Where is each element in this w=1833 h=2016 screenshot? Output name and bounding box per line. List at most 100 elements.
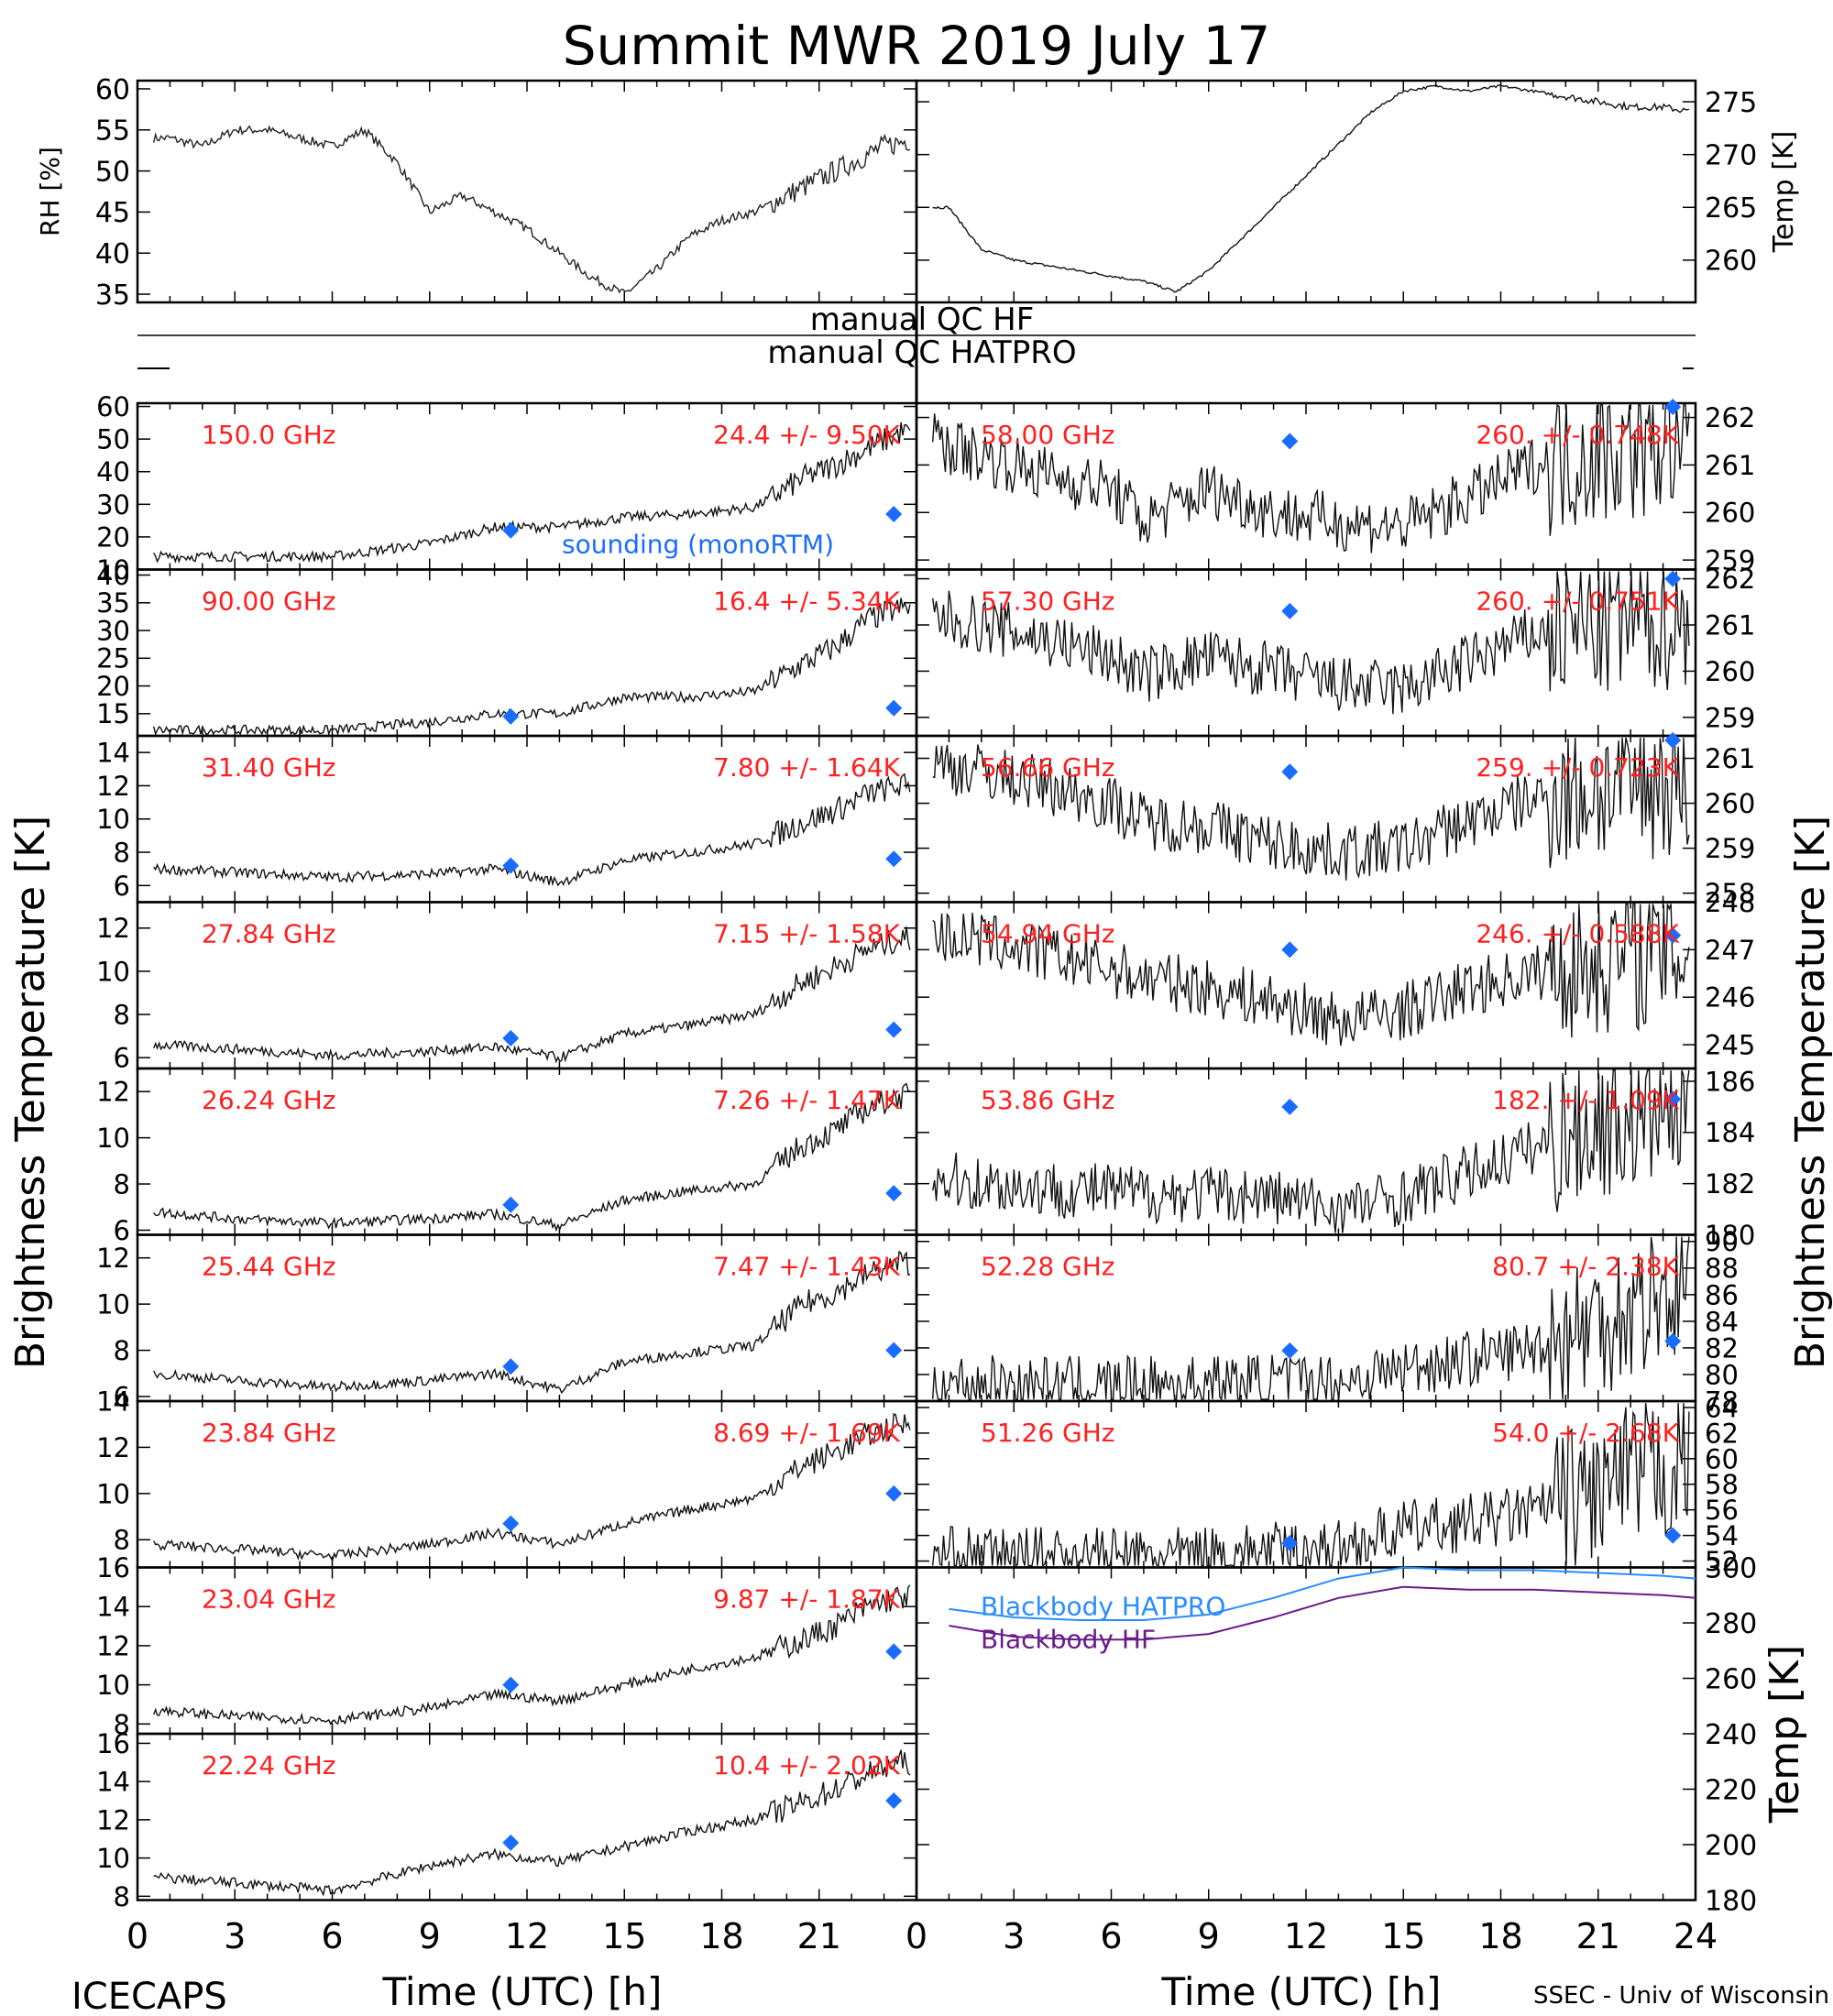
y-tick-label: 8 [114,837,130,868]
y-tick-label: 259 [1705,545,1755,576]
sounding-marker [885,699,903,717]
y-tick-label: 40 [95,238,130,270]
y-tick-label: 16 [96,1552,130,1583]
y-tick-label: 50 [95,156,130,188]
channel-trace [932,571,1690,715]
y-tick-label: 35 [96,587,130,619]
y-tick-label: 258 [1705,878,1755,909]
y-tick-label: 260 [1705,246,1757,278]
y-tick-label: 90 [1705,1226,1739,1257]
y-tick-label: 180 [1705,1220,1755,1251]
y-tick-label: 12 [96,1077,130,1108]
channel-frequency-label: 51.26 GHz [981,1418,1115,1448]
x-axis-label-left: Time (UTC) [h] [382,1969,663,2014]
y-tick-label: 14 [96,1592,130,1623]
y-tick-label: 14 [96,1767,130,1798]
sounding-marker [1281,1098,1299,1115]
y-tick-label: 8 [114,1335,130,1366]
sounding-marker [1281,1342,1299,1359]
y-tick-label: 40 [96,456,130,488]
channel-stat-label: 80.7 +/- 2.38K [1492,1252,1679,1282]
y-tick-label: 60 [1705,1443,1739,1474]
channel-trace [932,737,1690,881]
time-tick-label: 21 [1576,1916,1620,1956]
sounding-marker [885,1485,903,1502]
y-tick-label: 8 [114,1881,130,1912]
channel-stat-label: 54.0 +/- 2.68K [1492,1418,1679,1448]
y-tick-label: 10 [96,804,130,835]
y-tick-label: 261 [1705,609,1755,641]
channel-stat-label: 7.26 +/- 1.47K [713,1085,900,1115]
sounding-marker [885,850,903,868]
y-tick-label: 260 [1705,1663,1757,1695]
y-tick-label: 54 [1705,1520,1739,1551]
sounding-marker [1664,1332,1682,1350]
channel-trace [153,1412,911,1562]
y-tick-label: 10 [96,1289,130,1320]
y-tick-label: 260 [1705,498,1755,529]
channel-frequency-label: 90.00 GHz [202,586,336,617]
y-tick-label: 10 [96,1670,130,1701]
y-tick-label: 6 [114,1215,130,1246]
channel-frequency-label: 53.86 GHz [981,1085,1115,1115]
sounding-marker [885,1342,903,1359]
channel-frequency-label: 54.94 GHz [981,919,1115,949]
sounding-marker [885,1185,903,1202]
y-tick-label: 62 [1705,1418,1739,1449]
y-tick-label: 60 [96,391,130,422]
y-tick-label: 16 [96,1728,130,1759]
y-tick-label: 20 [96,671,130,702]
y-tick-label: 247 [1705,935,1755,966]
channel-trace [932,403,1690,553]
channel-trace [153,1250,911,1395]
channel-frequency-label: 150.0 GHz [202,420,336,450]
channel-stat-label: 8.69 +/- 1.69K [713,1418,900,1448]
channel-stat-label: 7.47 +/- 1.43K [713,1252,900,1282]
y-tick-label: 60 [95,74,130,106]
y-tick-label: 25 [96,643,130,674]
time-tick-label: 9 [1198,1916,1220,1956]
y-tick-label: 84 [1705,1306,1739,1337]
y-tick-label: 35 [95,279,130,312]
y-tick-label: 50 [96,424,130,455]
y-tick-label: 8 [114,1000,130,1031]
sounding-marker [502,521,520,539]
time-tick-label: 18 [699,1916,743,1956]
y-tick-label: 259 [1705,702,1755,733]
y-tick-label: 45 [95,197,130,229]
qc-hatpro-label: manual QC HATPRO [767,334,1076,371]
y-axis-label-left: Brightness Temperature [K] [7,816,54,1369]
blackbody-line [949,1585,1696,1641]
sounding-marker [1281,433,1299,450]
sounding-marker [502,1515,520,1532]
channel-stat-label: 24.4 +/- 9.50K [713,420,900,450]
y-tick-label: 10 [96,1478,130,1509]
y-tick-label: 6 [114,1381,130,1412]
y-tick-label: 12 [96,1804,130,1835]
sounding-marker [1664,1527,1682,1544]
rh-panel [136,79,918,304]
y-tick-label: 220 [1705,1774,1757,1806]
channel-trace [932,903,1690,1046]
qc-hf-label: manual QC HF [810,301,1035,338]
sounding-marker [1281,1534,1299,1551]
y-tick-label: 275 [1705,87,1757,119]
y-tick-label: 58 [1705,1469,1739,1500]
y-tick-label: 12 [96,913,130,944]
time-tick-label: 15 [602,1916,646,1956]
sounding-marker [1664,399,1682,415]
time-tick-label: 9 [419,1916,441,1956]
y-tick-label: 56 [1705,1495,1739,1526]
y-tick-label: 30 [96,615,130,646]
y-tick-label: 80 [1705,1359,1739,1390]
channel-trace [932,1069,1690,1233]
sounding-marker [1664,731,1682,749]
y-tick-label: 261 [1705,743,1755,774]
channel-stat-label: 260. +/- 0.751K [1476,586,1679,617]
y-tick-label: 259 [1705,833,1755,864]
y-tick-label: 260 [1705,788,1755,819]
channel-frequency-label: 56.66 GHz [981,752,1115,783]
footer-left: ICECAPS [71,1976,227,2016]
